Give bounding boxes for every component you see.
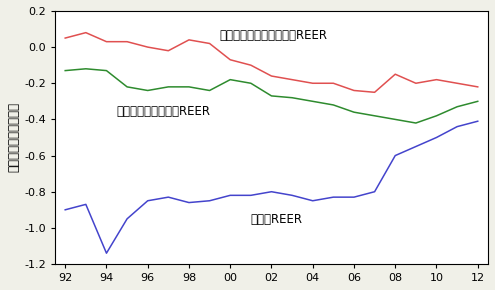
Text: 中国のREER: 中国のREER bbox=[251, 213, 303, 226]
Text: サプライチェーン各国のREER: サプライチェーン各国のREER bbox=[220, 29, 328, 42]
Text: 両レートを統合したREER: 両レートを統合したREER bbox=[117, 105, 211, 118]
Y-axis label: 為替レート指数の推移: 為替レート指数の推移 bbox=[7, 102, 20, 173]
